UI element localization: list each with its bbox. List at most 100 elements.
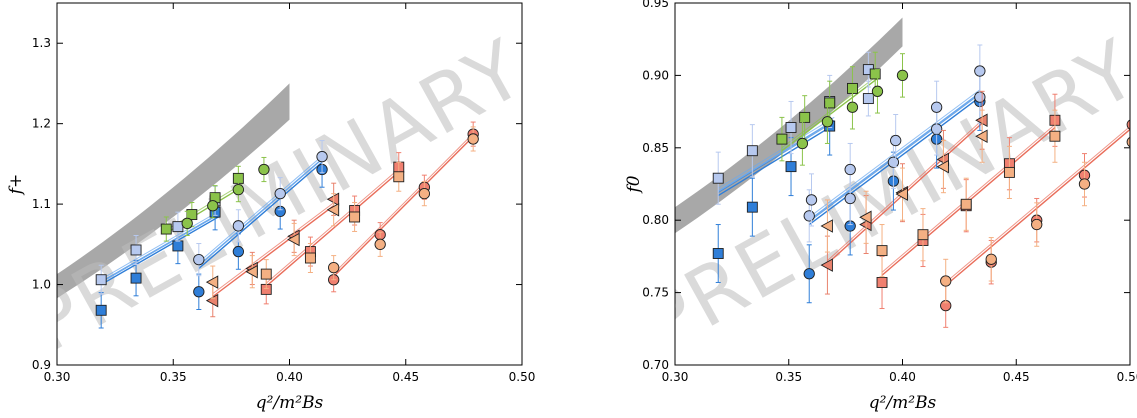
chart-left: PRELIMINARY 0.30 0.35 0.40 0.45 0.50 0.9 1.0 1.1… (6, 2, 536, 413)
data-point (467, 133, 479, 145)
data-point (1049, 130, 1061, 142)
data-point (205, 275, 219, 289)
y-tick-label: 0.90 (642, 68, 669, 82)
data-point (869, 68, 881, 80)
data-point (887, 156, 900, 168)
fit-line-band (100, 210, 220, 280)
data-point (160, 223, 172, 235)
data-point (393, 171, 405, 183)
data-point (193, 286, 205, 298)
x-tick-label: 0.30 (662, 370, 689, 384)
data-point (374, 238, 386, 250)
y-tick-label: 0.95 (642, 0, 669, 10)
y-tick-label: 0.9 (32, 358, 51, 372)
data-point (1003, 166, 1015, 178)
chart-right: PRELIMINARY 0.30 0.35 0.40 0.45 0.50 0.70 0.75 0… (624, 0, 1137, 413)
fit-line (198, 161, 323, 269)
data-point (890, 134, 902, 147)
data-point (712, 172, 724, 184)
data-point (232, 245, 245, 258)
data-point (799, 111, 811, 123)
x-tick-label: 0.50 (509, 370, 536, 384)
x-tick-label: 0.35 (160, 370, 187, 384)
y-tick-label: 1.1 (32, 197, 51, 211)
data-point (820, 258, 833, 272)
data-point (326, 202, 340, 217)
fit-line-band (945, 125, 1130, 283)
data-point (172, 240, 184, 252)
fit-line (333, 136, 474, 278)
data-point (871, 85, 884, 97)
data-point (985, 253, 997, 265)
data-point (207, 200, 219, 212)
y-tick-label: 1.2 (32, 117, 51, 131)
y-tick-label: 1.3 (32, 36, 51, 50)
fit-line (265, 171, 400, 287)
data-point (1126, 136, 1130, 148)
data-point (746, 201, 758, 213)
y-tick-label: 0.85 (642, 141, 669, 155)
data-point (95, 304, 107, 316)
data-point (349, 211, 361, 223)
x-tick-label: 0.40 (889, 370, 916, 384)
fit-line-band (198, 155, 323, 263)
data-point (260, 268, 272, 280)
y-tick-label: 1.0 (32, 278, 51, 292)
fit-line (100, 215, 221, 286)
data-point (975, 129, 988, 143)
data-point (936, 159, 949, 174)
data-point (418, 188, 430, 200)
plot-area: PRELIMINARY (675, 17, 1130, 365)
data-point (876, 245, 888, 257)
data-point (316, 150, 328, 163)
data-point (805, 194, 818, 206)
fit-line-band (717, 116, 835, 189)
x-tick-label: 0.35 (775, 370, 802, 384)
data-point (287, 232, 300, 247)
data-point (258, 163, 270, 176)
data-point (803, 210, 815, 222)
fit-line-band (781, 73, 881, 149)
data-point (844, 163, 856, 176)
data-point (974, 65, 986, 77)
data-point (803, 268, 815, 280)
fit-line-band (333, 133, 474, 274)
data-point (785, 161, 797, 173)
fit-line (781, 76, 881, 152)
data-point (274, 188, 286, 200)
data-point (940, 275, 952, 287)
data-point (824, 97, 836, 109)
y-tick-label: 0.80 (642, 213, 669, 227)
data-point (821, 116, 834, 128)
data-point (712, 248, 724, 259)
data-point (846, 101, 859, 113)
y-axis-label: f0 (624, 175, 644, 194)
x-tick-label: 0.45 (1003, 370, 1030, 384)
data-point (232, 183, 245, 196)
data-point (193, 253, 205, 266)
data-point (328, 262, 340, 274)
data-point (960, 198, 972, 210)
data-point (776, 133, 788, 145)
fit-line-band (212, 202, 334, 295)
x-tick-label: 0.50 (1117, 370, 1137, 384)
fit-line (198, 158, 323, 266)
data-point (130, 244, 142, 256)
data-point (917, 229, 929, 241)
data-point (130, 272, 142, 284)
data-point (746, 145, 758, 157)
fit-line-band (717, 121, 835, 194)
data-point (785, 122, 797, 133)
data-point (1031, 218, 1043, 231)
x-tick-label: 0.40 (276, 370, 303, 384)
fit-line (808, 92, 981, 221)
data-point (930, 101, 943, 113)
fit-line-band (881, 124, 1056, 273)
data-point (859, 210, 872, 225)
data-point (1126, 119, 1130, 130)
x-axis-label: q²/m²Bs (869, 393, 937, 413)
plot-area: PRELIMINARY (57, 22, 522, 365)
fit-line (945, 128, 1130, 286)
data-point (304, 252, 316, 264)
